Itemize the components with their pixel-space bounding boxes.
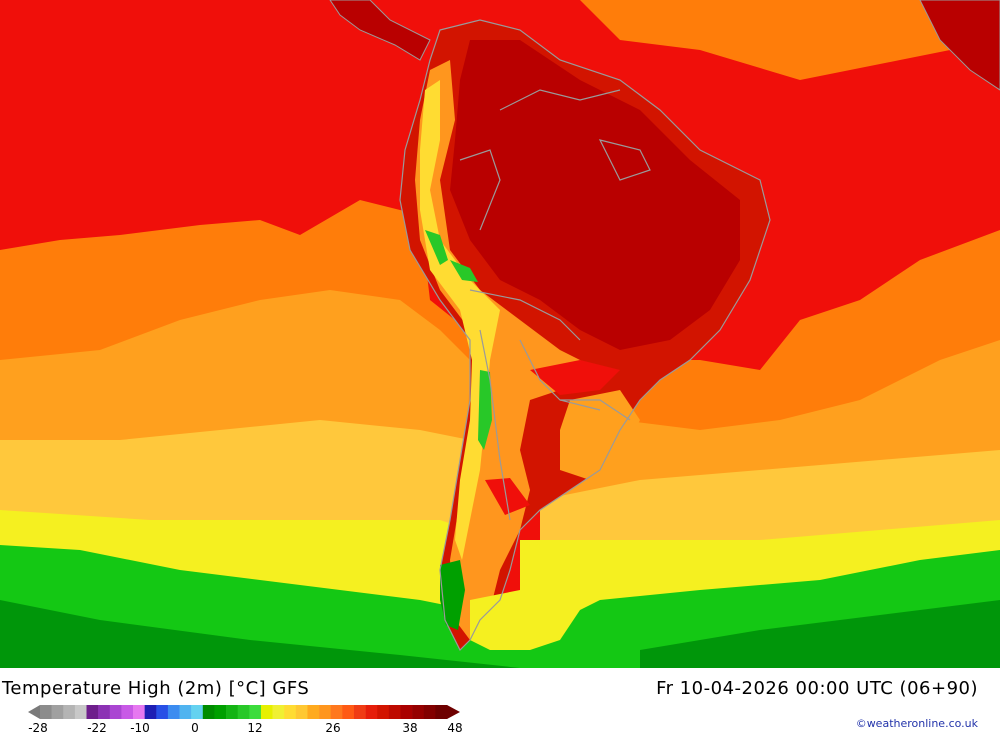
scale-swatch — [423, 705, 436, 719]
scale-swatch — [249, 705, 262, 719]
andes-green-patch — [425, 230, 492, 450]
scale-arrow-left — [28, 705, 40, 719]
scale-tick-label: 38 — [402, 721, 417, 733]
scale-swatch — [214, 705, 227, 719]
map-title: Temperature High (2m) [°C] GFS — [2, 678, 310, 699]
ocean-dark-green-east — [640, 600, 1000, 668]
scale-swatch — [435, 705, 448, 719]
temperature-map — [0, 0, 1000, 668]
scale-swatch — [412, 705, 425, 719]
forecast-datetime: Fr 10-04-2026 00:00 UTC (06+90) — [656, 678, 978, 699]
caribbean-island — [920, 0, 1000, 90]
scale-swatch — [307, 705, 320, 719]
scale-swatch — [202, 705, 215, 719]
amazon-hot-zone — [450, 40, 740, 350]
scale-swatch — [377, 705, 390, 719]
scale-swatch — [179, 705, 192, 719]
scale-tick-label: -28 — [28, 721, 48, 733]
scale-swatch — [342, 705, 355, 719]
scale-swatch — [167, 705, 180, 719]
uruguay-orange — [560, 390, 640, 480]
scale-swatch — [295, 705, 308, 719]
patagonia-green-patch — [440, 560, 465, 630]
patagonia-yellow — [470, 590, 580, 650]
scale-swatch — [330, 705, 343, 719]
scale-swatch — [98, 705, 111, 719]
scale-swatch — [121, 705, 134, 719]
scale-swatch — [237, 705, 250, 719]
scale-swatch — [400, 705, 413, 719]
scale-swatch — [353, 705, 366, 719]
scale-swatch — [365, 705, 378, 719]
scale-swatch — [260, 705, 273, 719]
scale-tick-label: 12 — [247, 721, 262, 733]
scale-swatch — [319, 705, 332, 719]
scale-swatch — [133, 705, 145, 719]
ocean-dark-green-zone — [0, 600, 520, 668]
scale-swatch — [226, 705, 238, 719]
scale-tick-label: 48 — [447, 721, 462, 733]
scale-swatch — [51, 705, 64, 719]
scale-swatch — [388, 705, 401, 719]
scale-swatch — [284, 705, 297, 719]
scale-tick-label: 26 — [325, 721, 340, 733]
scale-tick-label: -22 — [87, 721, 107, 733]
color-scale-legend: -28 -22 -10 0 12 26 38 48 — [0, 702, 470, 733]
scale-swatch — [74, 705, 87, 719]
scale-swatch — [191, 705, 204, 719]
scale-tick-label: 0 — [191, 721, 199, 733]
central-america-land — [330, 0, 430, 60]
scale-swatch — [272, 705, 285, 719]
scale-swatch — [63, 705, 76, 719]
country-boundaries — [399, 19, 771, 652]
scale-swatch — [86, 705, 99, 719]
credit-link[interactable]: ©weatheronline.co.uk — [855, 717, 978, 730]
ocean-orange-top — [580, 0, 1000, 80]
scale-swatch — [109, 705, 122, 719]
footer-bar — [0, 668, 1000, 733]
central-america-boundaries — [329, 0, 1000, 91]
scale-swatch — [40, 705, 52, 719]
scale-tick-label: -10 — [130, 721, 150, 733]
chaco-red-patch — [485, 360, 620, 515]
scale-arrow-right — [447, 705, 460, 719]
scale-swatch — [156, 705, 169, 719]
scale-swatch — [144, 705, 157, 719]
